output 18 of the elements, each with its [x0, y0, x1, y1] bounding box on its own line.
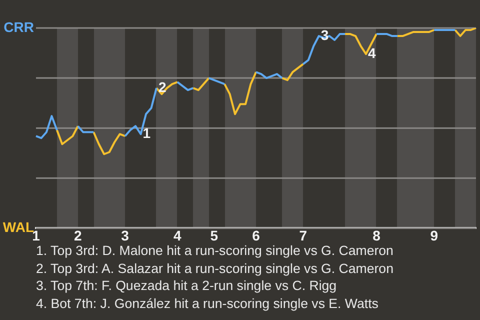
- x-tick-label: 9: [430, 227, 438, 244]
- x-tick-label: 4: [174, 227, 182, 244]
- text: 1. Top 3rd: D. Malone hit a run-scoring single vs G. Cameron: [36, 242, 394, 260]
- x-tick-label: 7: [299, 227, 308, 244]
- text: CRR: [4, 18, 34, 35]
- text: 4. Bot 7th: J. González hit a run-scoring single vs E. Watts: [36, 294, 380, 312]
- x-tick-label: 6: [252, 227, 260, 244]
- x-tick-label: 1: [32, 227, 40, 244]
- annotation: 1: [142, 124, 151, 141]
- annotation: 4: [368, 44, 376, 61]
- x-tick-label: 2: [74, 227, 82, 244]
- text: 2. Top 3rd: A. Salazar hit a run-scoring single vs G. Cameron: [36, 260, 394, 277]
- x-tick-label: 5: [210, 227, 218, 244]
- x-tick-label: 3: [121, 227, 130, 244]
- annotation: 2: [158, 78, 166, 95]
- text: WAL: [2, 219, 34, 236]
- x-tick-label: 8: [372, 227, 381, 244]
- text: 3. Top 7th: F. Quezada hit a 2-run single vs C. Rigg: [36, 277, 338, 294]
